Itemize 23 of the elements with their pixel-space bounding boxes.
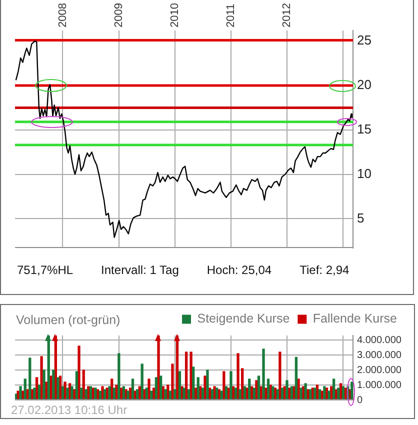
text: Hoch: 25,04 bbox=[206, 263, 272, 277]
y-tick-label: 3.000.000 bbox=[357, 350, 402, 361]
text: 27.02.2013 10:16 Uhr bbox=[11, 403, 128, 417]
legend-label: Fallende Kurse bbox=[312, 312, 398, 326]
x-tick-label: 2009 bbox=[112, 2, 125, 28]
legend-label: Steigende Kurse bbox=[197, 312, 290, 326]
y-tick-label: 15 bbox=[357, 121, 372, 136]
x-tick-label: 2012 bbox=[281, 2, 294, 28]
x-tick-label: 2008 bbox=[56, 2, 69, 28]
y-tick-label: 2.000.000 bbox=[357, 364, 402, 376]
chart-title: Volumen (rot-grün) bbox=[16, 313, 120, 327]
y-tick-label: 0 bbox=[357, 394, 363, 406]
text: 751,7%HL bbox=[17, 263, 74, 277]
text: Tief: 2,94 bbox=[300, 263, 350, 277]
y-tick-label: 25 bbox=[357, 32, 372, 48]
y-tick-label: 10 bbox=[357, 166, 372, 181]
x-tick-label: 2010 bbox=[168, 2, 181, 28]
y-tick-label: 5 bbox=[357, 210, 364, 226]
y-tick-label: 1.000.000 bbox=[357, 380, 402, 391]
text: Intervall: 1 Tag bbox=[101, 263, 179, 277]
y-tick-label: 4.000.000 bbox=[357, 334, 402, 346]
x-tick-label: 2011 bbox=[225, 4, 237, 28]
y-tick-label: 20 bbox=[357, 77, 372, 92]
